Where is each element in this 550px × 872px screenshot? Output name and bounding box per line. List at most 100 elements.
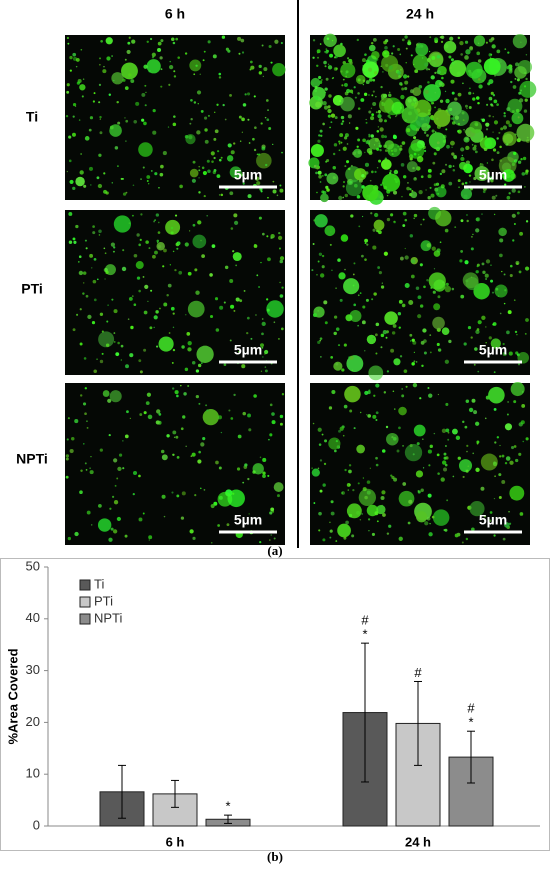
cell-spot (334, 56, 336, 59)
cell-spot (514, 161, 517, 164)
cell-spot (197, 103, 199, 105)
cell-spot (469, 181, 471, 183)
cell-spot (373, 144, 376, 146)
cell-spot (380, 159, 392, 170)
cell-spot (404, 255, 409, 260)
cell-spot (475, 467, 480, 473)
cell-spot (203, 50, 206, 53)
cell-spot (437, 295, 441, 299)
cell-spot (321, 254, 325, 258)
cell-spot (427, 174, 432, 179)
cell-spot (429, 522, 431, 525)
cell-spot (474, 347, 478, 351)
cell-spot (444, 445, 447, 447)
cell-spot (355, 74, 366, 85)
cell-spot (427, 493, 432, 498)
cell-spot (321, 265, 325, 269)
cell-spot (120, 344, 124, 348)
cell-spot (443, 467, 448, 472)
cell-spot (469, 87, 471, 90)
cell-spot (313, 164, 317, 168)
cell-spot (258, 153, 261, 156)
cell-spot (367, 414, 372, 418)
cell-spot (250, 337, 253, 340)
cell-spot (509, 67, 513, 71)
cell-spot (392, 390, 395, 393)
cell-spot (69, 69, 72, 72)
cell-spot (445, 428, 450, 433)
cell-spot (217, 491, 233, 507)
cell-spot (152, 130, 157, 135)
x-tick-label: 6 h (166, 834, 185, 849)
cell-spot (317, 170, 322, 175)
cell-spot (98, 331, 115, 348)
cell-spot (366, 414, 368, 416)
cell-spot (382, 330, 387, 335)
cell-spot (176, 394, 179, 398)
cell-spot (366, 243, 369, 246)
cell-spot (407, 181, 409, 184)
cell-spot (88, 128, 92, 132)
cell-spot (86, 510, 91, 515)
cell-spot (323, 105, 329, 110)
cell-spot (93, 257, 97, 261)
cell-spot (449, 36, 454, 41)
cell-spot (409, 340, 412, 342)
cell-spot (388, 144, 391, 147)
cell-spot (184, 242, 189, 247)
cell-spot (378, 144, 382, 148)
cell-spot (384, 46, 388, 50)
cell-spot (265, 163, 268, 167)
cell-spot (161, 494, 166, 499)
cell-spot (506, 107, 511, 112)
cell-spot (189, 122, 192, 125)
cell-spot (374, 333, 378, 337)
cell-spot (311, 468, 320, 477)
cell-spot (279, 184, 282, 187)
cell-spot (356, 38, 359, 42)
cell-spot (382, 173, 401, 192)
cell-spot (425, 67, 429, 71)
cell-spot (379, 148, 382, 152)
cell-spot (362, 138, 366, 143)
cell-spot (110, 242, 115, 247)
cell-spot (451, 117, 454, 120)
cell-spot (520, 157, 523, 161)
cell-spot (269, 539, 271, 541)
cell-spot (100, 39, 103, 43)
cell-spot (515, 351, 519, 355)
cell-spot (464, 425, 468, 429)
cell-spot (99, 118, 101, 120)
cell-spot (266, 118, 270, 122)
cell-spot (353, 303, 357, 307)
cell-spot (128, 73, 132, 77)
cell-spot (215, 460, 219, 465)
cell-spot (507, 98, 523, 114)
cell-spot (491, 195, 496, 200)
cell-spot (216, 103, 219, 106)
cell-spot (324, 65, 327, 68)
cell-spot (388, 524, 392, 528)
cell-spot (486, 162, 488, 164)
cell-spot (436, 453, 440, 457)
cell-spot (334, 116, 338, 120)
cell-spot (75, 176, 85, 187)
cell-spot (355, 151, 357, 153)
cell-spot (372, 337, 375, 340)
cell-spot (493, 120, 499, 125)
cell-spot (357, 482, 360, 485)
cell-spot (387, 114, 391, 118)
cell-spot (279, 281, 281, 284)
cell-spot (323, 300, 328, 305)
cell-spot (207, 169, 211, 173)
cell-spot (343, 404, 348, 409)
cell-spot (187, 271, 192, 276)
cell-spot (177, 56, 180, 59)
cell-spot (517, 116, 520, 119)
cell-spot (342, 78, 345, 81)
cell-spot (218, 158, 222, 162)
cell-spot (333, 44, 346, 58)
cell-spot (213, 137, 217, 141)
cell-spot (317, 260, 320, 263)
cell-spot (372, 90, 375, 93)
